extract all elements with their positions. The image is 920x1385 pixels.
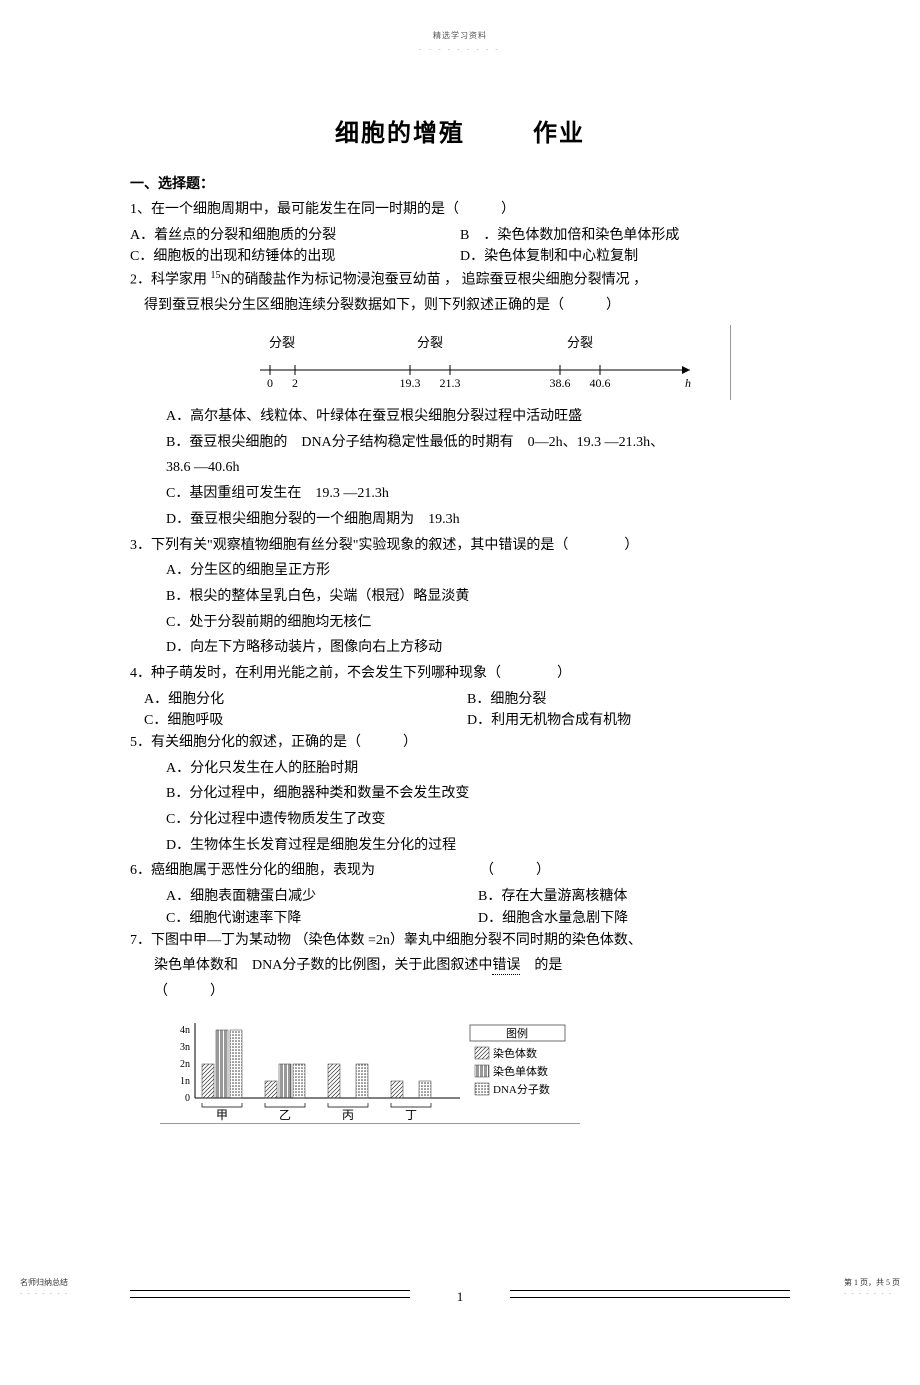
- svg-text:分裂: 分裂: [566, 335, 592, 350]
- bottom-left-note: 名师归纳总结 - - - - - - -: [20, 1277, 69, 1297]
- svg-text:染色体数: 染色体数: [493, 1046, 537, 1060]
- q2-optC: C．基因重组可发生在 19.3 —21.3h: [130, 483, 790, 505]
- q7-bar-chart-svg: 4n 3n 2n 1n 0 甲 乙 丙: [160, 1013, 580, 1124]
- q7-wrong: 错误: [492, 958, 520, 975]
- q7-stem-2: 染色单体数和 DNA分子数的比例图，关于此图叙述中: [154, 958, 492, 973]
- q1-optB: B ．染色体数加倍和染色单体形成: [460, 225, 790, 247]
- q6-optB: B．存在大量游离核糖体: [478, 886, 790, 908]
- svg-text:h: h: [685, 376, 691, 390]
- q4-optC: C．细胞呼吸: [144, 710, 467, 732]
- svg-text:0: 0: [185, 1093, 190, 1104]
- q2-timeline-svg: 分裂 分裂 分裂 0 2 19.3 21.3 38.6 40.6 h: [250, 325, 710, 395]
- title-right: 作业: [533, 121, 585, 147]
- bottom-right-note: 第 1 页，共 5 页 - - - - - - -: [844, 1277, 900, 1297]
- svg-text:0: 0: [267, 376, 273, 390]
- q3-stem: 3．下列有关"观察植物细胞有丝分裂"实验现象的叙述，其中错误的是（ ）: [130, 535, 790, 557]
- q4-optB: B．细胞分裂: [467, 689, 790, 711]
- q5-optC: C．分化过程中遗传物质发生了改变: [130, 809, 790, 831]
- q5-optB: B．分化过程中，细胞器种类和数量不会发生改变: [130, 783, 790, 805]
- section-1-header: 一、选择题：: [130, 173, 790, 193]
- footer-lines-right: [510, 1290, 790, 1304]
- top-small-header: 精选学习资料: [130, 30, 790, 41]
- q5-optA: A．分化只发生在人的胚胎时期: [130, 758, 790, 780]
- q3-optD: D．向左下方略移动装片，图像向右上方移动: [130, 637, 790, 659]
- page-number: 1: [457, 1289, 464, 1305]
- svg-text:丁: 丁: [405, 1108, 417, 1122]
- q1-row1: A．着丝点的分裂和细胞质的分裂 B ．染色体数加倍和染色单体形成: [130, 225, 790, 247]
- q4-row1: A．细胞分化 B．细胞分裂: [130, 689, 790, 711]
- q2-optD: D．蚕豆根尖细胞分裂的一个细胞周期为 19.3h: [130, 509, 790, 531]
- title-left: 细胞的增殖: [335, 113, 465, 148]
- q4-optA: A．细胞分化: [144, 689, 467, 711]
- q2-optB: B．蚕豆根尖细胞的 DNA分子结构稳定性最低的时期有 0—2h、19.3 —21…: [130, 432, 790, 454]
- svg-text:4n: 4n: [180, 1025, 190, 1036]
- q2-sup: 15: [211, 270, 221, 281]
- svg-text:2n: 2n: [180, 1059, 190, 1070]
- svg-text:38.6: 38.6: [549, 376, 570, 390]
- q4-optD: D．利用无机物合成有机物: [467, 710, 790, 732]
- q3-optA: A．分生区的细胞呈正方形: [130, 560, 790, 582]
- svg-text:40.6: 40.6: [589, 376, 610, 390]
- q6-optC: C．细胞代谢速率下降: [166, 908, 478, 930]
- q5-stem: 5．有关细胞分化的叙述，正确的是（ ）: [130, 732, 790, 754]
- q3-optC: C．处于分裂前期的细胞均无核仁: [130, 612, 790, 634]
- q4-stem: 4．种子萌发时，在利用光能之前，不会发生下列哪种现象（ ）: [130, 663, 790, 685]
- svg-text:丙: 丙: [342, 1108, 354, 1122]
- q6-row2: C．细胞代谢速率下降 D．细胞含水量急剧下降: [130, 908, 790, 930]
- q4-row2: C．细胞呼吸 D．利用无机物合成有机物: [130, 710, 790, 732]
- svg-text:乙: 乙: [279, 1108, 291, 1122]
- q7-stem-3: 的是: [520, 958, 562, 973]
- top-dots: - - - - - - - - -: [130, 47, 790, 53]
- svg-text:图例: 图例: [506, 1026, 528, 1040]
- svg-text:2: 2: [292, 376, 298, 390]
- q2-stem-3: 得到蚕豆根尖分生区细胞连续分裂数据如下，则下列叙述正确的是（ ）: [130, 295, 790, 317]
- svg-text:19.3: 19.3: [399, 376, 420, 390]
- q2-stem: 2．科学家用 15N的硝酸盐作为标记物浸泡蚕豆幼苗 ， 追踪蚕豆根尖细胞分裂情况…: [130, 268, 790, 291]
- q7-stem-2-row: 染色单体数和 DNA分子数的比例图，关于此图叙述中错误 的是: [130, 955, 790, 977]
- q2-diagram: 分裂 分裂 分裂 0 2 19.3 21.3 38.6 40.6 h: [190, 325, 790, 400]
- svg-text:21.3: 21.3: [439, 376, 460, 390]
- q2-stem-2: N的硝酸盐作为标记物浸泡蚕豆幼苗 ， 追踪蚕豆根尖细胞分裂情况 ，: [221, 273, 648, 288]
- q6-stem: 6．癌细胞属于恶性分化的细胞，表现为 （ ）: [130, 860, 790, 882]
- q6-optD: D．细胞含水量急剧下降: [478, 908, 790, 930]
- q3-optB: B．根尖的整体呈乳白色，尖端（根冠）略显淡黄: [130, 586, 790, 608]
- q6-row1: A．细胞表面糖蛋白减少 B．存在大量游离核糖体: [130, 886, 790, 908]
- footer: 1: [130, 1289, 790, 1305]
- q1-optD: D．染色体复制和中心粒复制: [460, 246, 790, 268]
- footer-lines-left: [130, 1290, 410, 1304]
- main-title: 细胞的增殖 作业: [130, 113, 790, 148]
- q1-optA: A．着丝点的分裂和细胞质的分裂: [130, 225, 460, 247]
- q7-stem-1: 7．下图中甲—丁为某动物 （染色体数 =2n）睾丸中细胞分裂不同时期的染色体数、: [130, 930, 790, 952]
- svg-text:染色单体数: 染色单体数: [493, 1064, 548, 1078]
- svg-text:分裂: 分裂: [268, 335, 294, 350]
- q6-optA: A．细胞表面糖蛋白减少: [166, 886, 478, 908]
- q7-diagram: 4n 3n 2n 1n 0 甲 乙 丙: [160, 1013, 790, 1129]
- svg-text:1n: 1n: [180, 1076, 190, 1087]
- q7-stem-4: （ ）: [130, 981, 790, 1003]
- q2-stem-1: 2．科学家用: [130, 273, 211, 288]
- q2-optA: A．高尔基体、线粒体、叶绿体在蚕豆根尖细胞分裂过程中活动旺盛: [130, 406, 790, 428]
- svg-text:分裂: 分裂: [416, 335, 442, 350]
- q2-optB2: 38.6 —40.6h: [130, 457, 790, 479]
- q1-row2: C．细胞板的出现和纺锤体的出现 D．染色体复制和中心粒复制: [130, 246, 790, 268]
- svg-text:DNA分子数: DNA分子数: [493, 1083, 550, 1096]
- q5-optD: D．生物体生长发育过程是细胞发生分化的过程: [130, 835, 790, 857]
- svg-text:甲: 甲: [216, 1108, 228, 1122]
- q1-stem: 1、在一个细胞周期中，最可能发生在同一时期的是（ ）: [130, 199, 790, 221]
- q1-optC: C．细胞板的出现和纺锤体的出现: [130, 246, 460, 268]
- svg-text:3n: 3n: [180, 1042, 190, 1053]
